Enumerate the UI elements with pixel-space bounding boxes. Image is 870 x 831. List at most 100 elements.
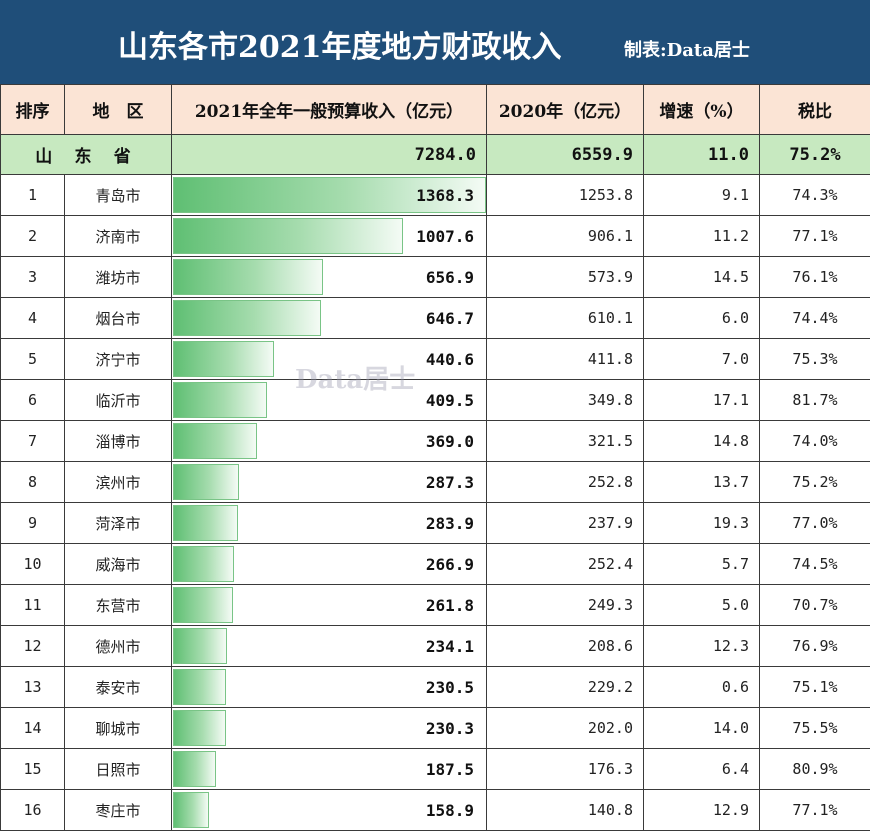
- bar-cell: 369.0: [172, 421, 487, 462]
- growth-cell: 13.7: [644, 462, 760, 503]
- tax-ratio-cell: 75.2%: [760, 462, 870, 503]
- data-bar: [173, 423, 257, 459]
- rank-cell: 7: [1, 421, 65, 462]
- header-region: 地 区: [65, 85, 172, 135]
- growth-cell: 11.2: [644, 216, 760, 257]
- city-cell: 青岛市: [65, 175, 172, 216]
- revenue-table: 排序 地 区 2021年全年一般预算收入（亿元） 2020年（亿元） 增速（%）…: [0, 84, 870, 831]
- bar-value-label: 230.5: [426, 667, 474, 707]
- data-bar: [173, 300, 321, 336]
- growth-cell: 9.1: [644, 175, 760, 216]
- growth-cell: 5.7: [644, 544, 760, 585]
- value-2020-cell: 573.9: [487, 257, 644, 298]
- data-bar: [173, 505, 238, 541]
- bar-cell: 440.6: [172, 339, 487, 380]
- growth-cell: 5.0: [644, 585, 760, 626]
- tax-ratio-cell: 75.1%: [760, 667, 870, 708]
- bar-value-label: 266.9: [426, 544, 474, 584]
- data-bar: [173, 628, 227, 664]
- city-cell: 东营市: [65, 585, 172, 626]
- city-cell: 济南市: [65, 216, 172, 257]
- chart-author: 制表:Data居士: [624, 36, 750, 62]
- value-2020-cell: 176.3: [487, 749, 644, 790]
- bar-cell: 1007.6: [172, 216, 487, 257]
- tax-ratio-cell: 76.1%: [760, 257, 870, 298]
- province-growth: 11.0: [644, 135, 760, 175]
- data-bar: [173, 546, 234, 582]
- data-bar: [173, 218, 403, 254]
- bar-value-label: 283.9: [426, 503, 474, 543]
- bar-cell: 230.5: [172, 667, 487, 708]
- bar-cell: 283.9: [172, 503, 487, 544]
- bar-cell: 230.3: [172, 708, 487, 749]
- bar-cell: 234.1: [172, 626, 487, 667]
- province-2021: 7284.0: [172, 135, 487, 175]
- rank-cell: 15: [1, 749, 65, 790]
- value-2020-cell: 202.0: [487, 708, 644, 749]
- bar-cell: 158.9: [172, 790, 487, 831]
- rank-cell: 10: [1, 544, 65, 585]
- tax-ratio-cell: 75.3%: [760, 339, 870, 380]
- bar-value-label: 187.5: [426, 749, 474, 789]
- tax-ratio-cell: 77.1%: [760, 216, 870, 257]
- bar-value-label: 646.7: [426, 298, 474, 338]
- value-2020-cell: 1253.8: [487, 175, 644, 216]
- data-bar: [173, 751, 216, 787]
- growth-cell: 14.8: [644, 421, 760, 462]
- tax-ratio-cell: 75.5%: [760, 708, 870, 749]
- bar-cell: 266.9: [172, 544, 487, 585]
- value-2020-cell: 349.8: [487, 380, 644, 421]
- tax-ratio-cell: 77.0%: [760, 503, 870, 544]
- rank-cell: 5: [1, 339, 65, 380]
- city-cell: 泰安市: [65, 667, 172, 708]
- tax-ratio-cell: 70.7%: [760, 585, 870, 626]
- rank-cell: 4: [1, 298, 65, 339]
- bar-value-label: 230.3: [426, 708, 474, 748]
- city-cell: 淄博市: [65, 421, 172, 462]
- bar-value-label: 369.0: [426, 421, 474, 461]
- tax-ratio-cell: 81.7%: [760, 380, 870, 421]
- bar-cell: 287.3: [172, 462, 487, 503]
- title-bar: 山东各市2021年度地方财政收入 制表:Data居士: [0, 0, 870, 84]
- data-bar: [173, 341, 274, 377]
- bar-cell: 409.5: [172, 380, 487, 421]
- header-tax: 税比: [760, 85, 870, 135]
- bar-value-label: 158.9: [426, 790, 474, 830]
- province-name: 山 东 省: [1, 135, 172, 175]
- rank-cell: 14: [1, 708, 65, 749]
- bar-value-label: 409.5: [426, 380, 474, 420]
- header-growth: 增速（%）: [644, 85, 760, 135]
- rank-cell: 8: [1, 462, 65, 503]
- bar-value-label: 261.8: [426, 585, 474, 625]
- growth-cell: 14.0: [644, 708, 760, 749]
- header-rank: 排序: [1, 85, 65, 135]
- tax-ratio-cell: 80.9%: [760, 749, 870, 790]
- city-cell: 德州市: [65, 626, 172, 667]
- growth-cell: 6.4: [644, 749, 760, 790]
- province-tax: 75.2%: [760, 135, 870, 175]
- bar-cell: 1368.3: [172, 175, 487, 216]
- bar-value-label: 1368.3: [416, 175, 474, 215]
- data-bar: [173, 669, 226, 705]
- rank-cell: 2: [1, 216, 65, 257]
- growth-cell: 6.0: [644, 298, 760, 339]
- value-2020-cell: 610.1: [487, 298, 644, 339]
- city-cell: 菏泽市: [65, 503, 172, 544]
- value-2020-cell: 252.4: [487, 544, 644, 585]
- growth-cell: 19.3: [644, 503, 760, 544]
- header-2021: 2021年全年一般预算收入（亿元）: [172, 85, 487, 135]
- header-2020: 2020年（亿元）: [487, 85, 644, 135]
- data-bar: [173, 587, 233, 623]
- city-cell: 滨州市: [65, 462, 172, 503]
- rank-cell: 13: [1, 667, 65, 708]
- growth-cell: 17.1: [644, 380, 760, 421]
